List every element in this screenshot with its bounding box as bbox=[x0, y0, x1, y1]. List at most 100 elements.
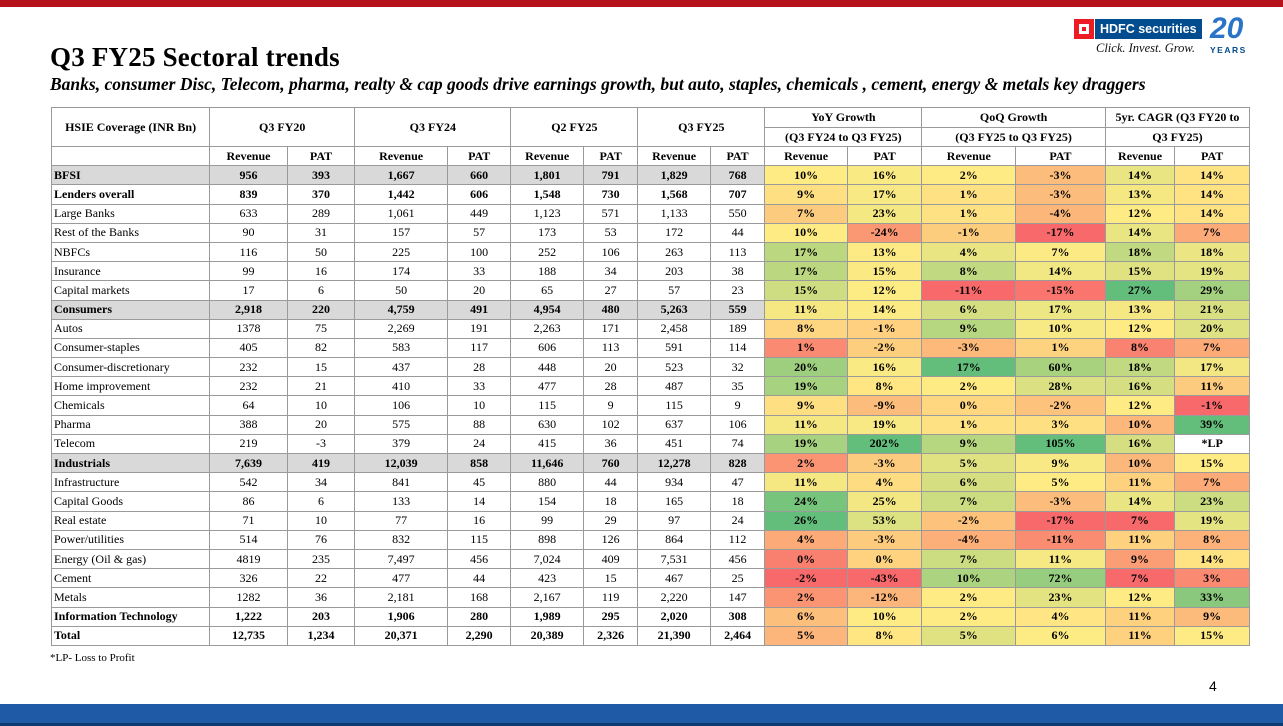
growth-cell: 14% bbox=[846, 299, 923, 320]
growth-cell: 15% bbox=[846, 261, 923, 282]
growth-cell: 13% bbox=[846, 241, 923, 263]
growth-cell: 16% bbox=[846, 357, 923, 378]
growth-cell: 1% bbox=[921, 203, 1017, 224]
growth-cell: 12% bbox=[1104, 318, 1176, 339]
value-cell: 38 bbox=[709, 261, 766, 282]
growth-cell: 11% bbox=[1015, 548, 1106, 570]
value-cell: 308 bbox=[709, 606, 766, 627]
value-cell: 841 bbox=[354, 472, 448, 493]
value-cell: 6 bbox=[286, 280, 356, 301]
growth-cell: 7% bbox=[764, 203, 848, 224]
value-cell: 115 bbox=[446, 529, 512, 550]
growth-cell: 7% bbox=[921, 548, 1017, 570]
growth-cell: 17% bbox=[764, 261, 848, 282]
value-cell: 4819 bbox=[209, 548, 288, 570]
value-cell: 23 bbox=[709, 280, 766, 301]
value-cell: 583 bbox=[354, 337, 448, 359]
value-cell: 263 bbox=[637, 241, 711, 263]
value-cell: 660 bbox=[446, 165, 512, 186]
sector-name-cell: Pharma bbox=[50, 414, 211, 435]
growth-cell: -3% bbox=[921, 337, 1017, 359]
growth-cell: 19% bbox=[764, 433, 848, 455]
value-cell: 77 bbox=[354, 510, 448, 531]
value-cell: 157 bbox=[354, 222, 448, 243]
growth-cell: 10% bbox=[764, 165, 848, 186]
growth-cell: 19% bbox=[764, 376, 848, 397]
value-cell: 326 bbox=[209, 568, 288, 589]
value-cell: 116 bbox=[209, 241, 288, 263]
value-cell: 20 bbox=[446, 280, 512, 301]
value-cell: 171 bbox=[582, 318, 639, 339]
growth-cell: -4% bbox=[921, 529, 1017, 550]
logo-anniversary-number: 20 bbox=[1210, 12, 1244, 45]
value-cell: 7,024 bbox=[510, 548, 584, 570]
growth-cell: 25% bbox=[846, 491, 923, 512]
bottom-accent-bar bbox=[0, 704, 1283, 726]
growth-cell: 7% bbox=[921, 491, 1017, 512]
value-cell: 9 bbox=[709, 395, 766, 416]
value-cell: 591 bbox=[637, 337, 711, 359]
value-cell: 44 bbox=[582, 472, 639, 493]
group-header-yoy-line2: (Q3 FY24 to Q3 FY25) bbox=[764, 127, 923, 147]
group-header-q3fy25: Q3 FY25 bbox=[637, 107, 766, 147]
value-cell: 45 bbox=[446, 472, 512, 493]
sector-name-cell: NBFCs bbox=[50, 241, 211, 263]
value-cell: 1,442 bbox=[354, 184, 448, 205]
growth-cell: 12% bbox=[1104, 203, 1176, 224]
growth-cell: 0% bbox=[846, 548, 923, 570]
growth-cell: 29% bbox=[1174, 280, 1250, 301]
value-cell: 53 bbox=[582, 222, 639, 243]
sector-name-cell: Capital markets bbox=[50, 280, 211, 301]
value-cell: 168 bbox=[446, 587, 512, 608]
sector-name-cell: Large Banks bbox=[50, 203, 211, 224]
value-cell: 393 bbox=[286, 165, 356, 186]
growth-cell: 17% bbox=[846, 184, 923, 205]
table-row: Metals 1282 36 2,181 168 2,167 119 2,220 147 2% -1… bbox=[50, 587, 1250, 608]
value-cell: 477 bbox=[510, 376, 584, 397]
growth-cell: 20% bbox=[764, 357, 848, 378]
sector-name-cell: Autos bbox=[50, 318, 211, 339]
value-cell: 106 bbox=[582, 241, 639, 263]
value-cell: 760 bbox=[582, 452, 639, 474]
growth-cell: 53% bbox=[846, 510, 923, 531]
growth-cell: 1% bbox=[764, 337, 848, 359]
value-cell: 606 bbox=[446, 184, 512, 205]
growth-cell: 11% bbox=[764, 299, 848, 320]
growth-cell: 20% bbox=[1174, 318, 1250, 339]
sector-name-cell: Chemicals bbox=[50, 395, 211, 416]
value-cell: 220 bbox=[286, 299, 356, 320]
sector-name-cell: Insurance bbox=[50, 261, 211, 282]
growth-cell: -17% bbox=[1015, 222, 1106, 243]
value-cell: 707 bbox=[709, 184, 766, 205]
value-cell: 880 bbox=[510, 472, 584, 493]
value-cell: 415 bbox=[510, 433, 584, 455]
page-subtitle: Banks, consumer Disc, Telecom, pharma, r… bbox=[50, 74, 1146, 94]
value-cell: 571 bbox=[582, 203, 639, 224]
growth-cell: 5% bbox=[1015, 472, 1106, 493]
value-cell: 225 bbox=[354, 241, 448, 263]
sub-header-blank bbox=[50, 145, 211, 167]
table-row: BFSI 956 393 1,667 660 1,801 791 1,829 768 10% 16%… bbox=[50, 165, 1250, 186]
value-cell: 115 bbox=[637, 395, 711, 416]
growth-cell: 15% bbox=[764, 280, 848, 301]
table-row: Capital markets 17 6 50 20 65 27 57 23 15% 12% -11%… bbox=[50, 280, 1250, 301]
value-cell: 25 bbox=[709, 568, 766, 589]
value-cell: 370 bbox=[286, 184, 356, 205]
growth-cell: -11% bbox=[921, 280, 1017, 301]
value-cell: 451 bbox=[637, 433, 711, 455]
value-cell: 99 bbox=[510, 510, 584, 531]
growth-cell: 12% bbox=[1104, 587, 1176, 608]
growth-cell: 6% bbox=[764, 606, 848, 627]
growth-cell: -2% bbox=[1015, 395, 1106, 416]
value-cell: 154 bbox=[510, 491, 584, 512]
table-row: Capital Goods 86 6 133 14 154 18 165 18 24% 25% 7% -… bbox=[50, 491, 1250, 512]
table-row: Consumer-discretionary 232 15 437 28 448 20 523… bbox=[50, 357, 1250, 378]
value-cell: 21,390 bbox=[637, 625, 711, 646]
value-cell: 379 bbox=[354, 433, 448, 455]
growth-cell: 16% bbox=[1104, 433, 1176, 455]
value-cell: 828 bbox=[709, 452, 766, 474]
value-cell: 50 bbox=[286, 241, 356, 263]
value-cell: 1282 bbox=[209, 587, 288, 608]
row-header: HSIE Coverage (INR Bn) bbox=[50, 107, 211, 147]
growth-cell: 9% bbox=[1174, 606, 1250, 627]
